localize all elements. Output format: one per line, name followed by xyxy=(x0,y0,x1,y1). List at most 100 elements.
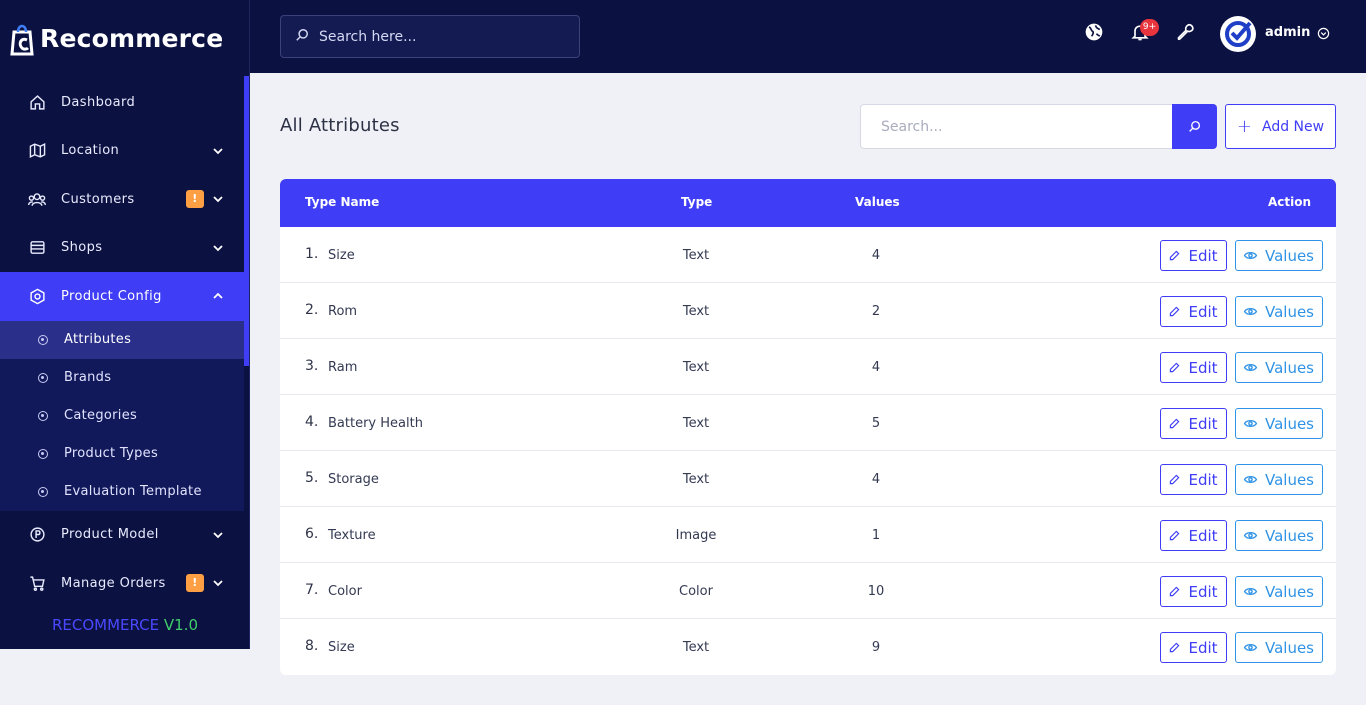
values-button[interactable]: Values xyxy=(1235,576,1323,607)
circle-dot-icon xyxy=(38,410,48,421)
sidebar-item-location[interactable]: Location xyxy=(0,127,244,176)
edit-button[interactable]: Edit xyxy=(1160,520,1227,551)
submenu-item-brands[interactable]: Brands xyxy=(0,359,244,397)
submenu-item-product-types[interactable]: Product Types xyxy=(0,435,244,473)
add-new-button[interactable]: + Add New xyxy=(1225,104,1336,149)
row-number: 3. xyxy=(305,358,319,374)
type-name-cell: Ram xyxy=(328,360,358,375)
eye-icon xyxy=(1243,251,1257,260)
sidebar-item-shops[interactable]: Shops xyxy=(0,224,244,273)
edit-label: Edit xyxy=(1188,358,1218,377)
submenu-item-categories[interactable]: Categories xyxy=(0,397,244,435)
submenu-item-label: Categories xyxy=(64,408,138,423)
values-button[interactable]: Values xyxy=(1235,296,1323,327)
circle-dot-icon xyxy=(38,486,48,497)
table-row: 5. Storage Text 4 Edit Values xyxy=(280,451,1336,507)
chevron-up-icon xyxy=(213,292,223,299)
values-button[interactable]: Values xyxy=(1235,240,1323,271)
edit-button[interactable]: Edit xyxy=(1160,240,1227,271)
type-cell: Text xyxy=(682,416,710,431)
attribute-search-input[interactable] xyxy=(860,104,1172,149)
wrench-icon[interactable] xyxy=(1176,22,1196,42)
top-header: 9+ admin xyxy=(250,0,1366,73)
values-count-cell: 5 xyxy=(871,416,881,431)
cart-icon xyxy=(28,574,46,592)
chevron-down-icon xyxy=(213,148,223,155)
values-button[interactable]: Values xyxy=(1235,464,1323,495)
plus-icon: + xyxy=(1236,115,1252,137)
chevron-down-circle-icon[interactable] xyxy=(1317,27,1330,40)
product-config-submenu: Attributes Brands Categories Product Typ… xyxy=(0,320,244,511)
avatar[interactable] xyxy=(1220,16,1256,52)
edit-button[interactable]: Edit xyxy=(1160,464,1227,495)
submenu-item-label: Brands xyxy=(64,370,112,385)
globe-icon[interactable] xyxy=(1084,22,1104,42)
submenu-item-label: Evaluation Template xyxy=(64,484,202,499)
pencil-icon xyxy=(1170,474,1180,485)
search-icon xyxy=(1189,120,1201,132)
type-name-cell: Color xyxy=(328,584,362,599)
search-button[interactable] xyxy=(1172,104,1217,149)
edit-label: Edit xyxy=(1188,246,1218,265)
sidebar-nav: Dashboard Location Customers ! Shops xyxy=(0,78,244,608)
customers-icon xyxy=(28,190,46,208)
values-label: Values xyxy=(1264,302,1314,321)
submenu-item-label: Product Types xyxy=(64,446,159,461)
row-number: 6. xyxy=(305,526,319,542)
eye-icon xyxy=(1243,363,1257,372)
pencil-icon xyxy=(1170,250,1180,261)
row-number: 2. xyxy=(305,302,319,318)
sidebar-item-product-config[interactable]: Product Config xyxy=(0,272,244,321)
chevron-down-icon xyxy=(213,196,223,203)
circle-dot-icon xyxy=(38,448,48,459)
submenu-item-attributes[interactable]: Attributes xyxy=(0,320,244,359)
edit-button[interactable]: Edit xyxy=(1160,576,1227,607)
values-count-cell: 1 xyxy=(871,528,881,543)
brand-logo[interactable]: Recommerce xyxy=(10,18,223,58)
values-count-cell: 9 xyxy=(871,640,881,655)
table-row: 6. Texture Image 1 Edit Values xyxy=(280,507,1336,563)
values-label: Values xyxy=(1264,638,1314,657)
sidebar-item-label: Customers xyxy=(61,191,135,207)
sidebar-item-product-model[interactable]: Product Model xyxy=(0,511,244,560)
sidebar-item-label: Dashboard xyxy=(61,94,136,110)
sidebar-item-customers[interactable]: Customers ! xyxy=(0,175,244,224)
add-new-label: Add New xyxy=(1262,118,1325,135)
edit-button[interactable]: Edit xyxy=(1160,352,1227,383)
product-model-icon xyxy=(28,526,46,544)
pencil-icon xyxy=(1170,642,1180,653)
values-button[interactable]: Values xyxy=(1235,632,1323,663)
pencil-icon xyxy=(1170,418,1180,429)
values-button[interactable]: Values xyxy=(1235,408,1323,439)
type-cell: Image xyxy=(675,528,717,543)
edit-label: Edit xyxy=(1188,470,1218,489)
table-row: 7. Color Color 10 Edit Values xyxy=(280,563,1336,619)
submenu-item-evaluation-template[interactable]: Evaluation Template xyxy=(0,473,244,511)
type-cell: Text xyxy=(682,472,710,487)
edit-button[interactable]: Edit xyxy=(1160,296,1227,327)
values-count-cell: 4 xyxy=(871,248,881,263)
edit-button[interactable]: Edit xyxy=(1160,632,1227,663)
sidebar: Recommerce Dashboard Location Customers … xyxy=(0,0,250,649)
table-header: Type Name Type Values Action xyxy=(280,179,1336,227)
submenu-item-label: Attributes xyxy=(64,332,132,347)
sidebar-item-dashboard[interactable]: Dashboard xyxy=(0,78,244,127)
pencil-icon xyxy=(1170,306,1180,317)
values-button[interactable]: Values xyxy=(1235,520,1323,551)
user-name[interactable]: admin xyxy=(1265,25,1311,40)
header-search-input[interactable] xyxy=(319,28,559,45)
brand-name: Recommerce xyxy=(40,23,224,53)
values-button[interactable]: Values xyxy=(1235,352,1323,383)
type-name-cell: Size xyxy=(328,248,355,263)
type-cell: Text xyxy=(682,360,710,375)
edit-label: Edit xyxy=(1188,302,1218,321)
shop-icon xyxy=(28,239,46,257)
alert-badge: ! xyxy=(186,574,204,593)
sidebar-item-manage-orders[interactable]: Manage Orders ! xyxy=(0,559,244,608)
edit-button[interactable]: Edit xyxy=(1160,408,1227,439)
sidebar-scrollbar[interactable] xyxy=(244,76,249,366)
header-search[interactable] xyxy=(280,15,580,58)
eye-icon xyxy=(1243,419,1257,428)
table-row: 3. Ram Text 4 Edit Values xyxy=(280,339,1336,395)
column-header-action: Action xyxy=(1267,195,1311,209)
